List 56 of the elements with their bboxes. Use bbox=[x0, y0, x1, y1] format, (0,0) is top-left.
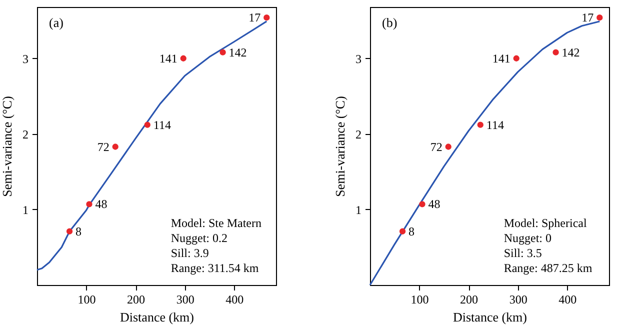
point bbox=[477, 122, 484, 128]
annotation: 8 bbox=[76, 224, 82, 238]
point bbox=[264, 14, 270, 21]
annotation: 114 bbox=[486, 118, 504, 132]
annotation: Nugget: 0.2 bbox=[170, 231, 228, 245]
point bbox=[596, 14, 603, 21]
y-axis-title: Semi-variance (°C) bbox=[0, 96, 14, 197]
text: (a) bbox=[49, 15, 64, 30]
annotation: 72 bbox=[97, 140, 110, 154]
point bbox=[66, 228, 73, 234]
x-tick-label: 300 bbox=[176, 292, 194, 306]
annotation: Sill: 3.9 bbox=[170, 246, 209, 260]
annotation: 114 bbox=[153, 118, 171, 132]
annotation: 141 bbox=[159, 51, 178, 66]
x-axis-title: Distance (km) bbox=[120, 310, 194, 324]
text: (b) bbox=[382, 15, 398, 30]
x-tick-label: 100 bbox=[410, 292, 429, 306]
x-tick-label: 400 bbox=[558, 292, 577, 306]
x-tick-label: 100 bbox=[78, 292, 96, 306]
x-axis-title: Distance (km) bbox=[452, 310, 528, 324]
y-tick-label: 1 bbox=[356, 202, 362, 217]
annotation: 17 bbox=[582, 10, 594, 25]
point bbox=[180, 55, 186, 62]
annotation: 142 bbox=[228, 45, 247, 60]
annotation: Model: Spherical bbox=[504, 216, 588, 230]
point bbox=[552, 49, 559, 56]
y-tick-label: 2 bbox=[22, 127, 28, 142]
point bbox=[419, 201, 426, 208]
y-tick-label: 3 bbox=[22, 52, 28, 66]
annotation: Model: Ste Matern bbox=[170, 216, 262, 230]
x-tick-label: 400 bbox=[226, 292, 244, 306]
annotation: 141 bbox=[492, 51, 510, 66]
point bbox=[445, 144, 452, 150]
annotation: 17 bbox=[248, 10, 261, 25]
y-tick-label: 2 bbox=[356, 127, 362, 142]
annotation: 48 bbox=[428, 197, 440, 212]
y-tick-label: 3 bbox=[356, 52, 362, 66]
point bbox=[112, 144, 118, 150]
annotation: Sill: 3.5 bbox=[504, 246, 542, 260]
point bbox=[86, 201, 92, 208]
x-tick-label: 200 bbox=[127, 292, 146, 306]
point bbox=[220, 49, 226, 56]
point bbox=[513, 55, 520, 62]
y-tick-label: 1 bbox=[22, 202, 28, 217]
annotation: Range: 311.54 km bbox=[170, 261, 260, 275]
x-tick-label: 300 bbox=[509, 292, 528, 306]
annotation: 48 bbox=[95, 197, 108, 212]
point bbox=[144, 122, 150, 128]
annotation: 72 bbox=[430, 140, 442, 154]
annotation: 142 bbox=[562, 45, 580, 60]
y-axis-title: Semi-variance (°C) bbox=[332, 96, 348, 197]
point bbox=[399, 228, 406, 234]
annotation: Nugget: 0 bbox=[504, 231, 552, 245]
x-tick-label: 200 bbox=[460, 292, 478, 306]
annotation: 8 bbox=[408, 224, 415, 238]
annotation: Range: 487.25 km bbox=[504, 261, 593, 275]
